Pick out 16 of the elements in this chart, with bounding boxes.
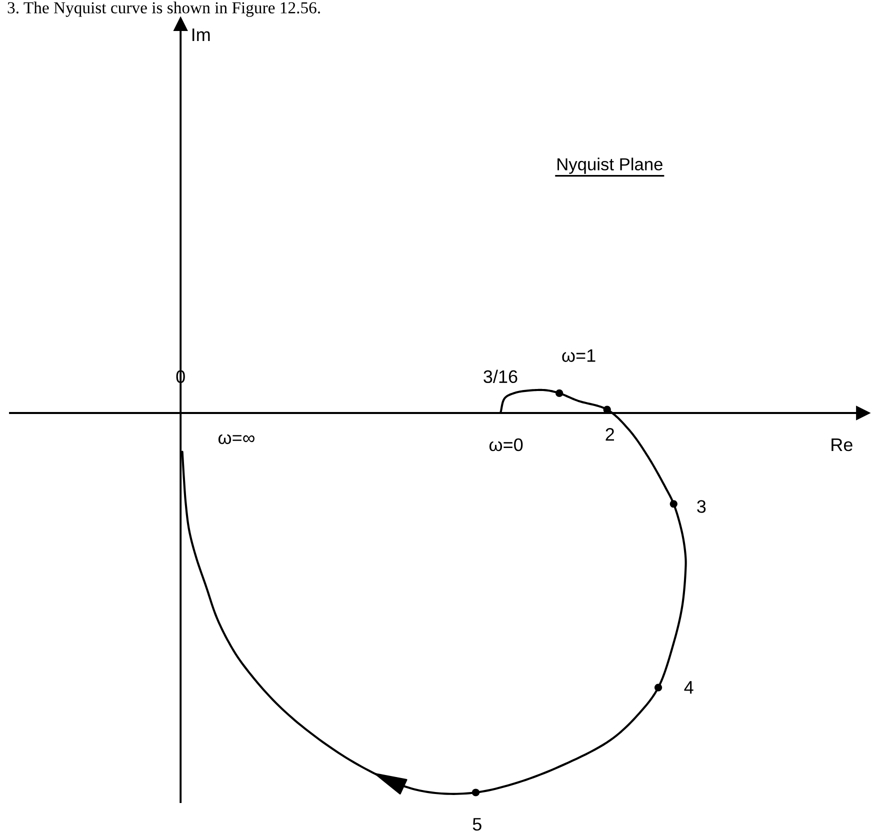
chart-title: Nyquist Plane bbox=[558, 158, 662, 174]
x-tick-label: 3/16 bbox=[484, 370, 518, 384]
annotation: 3 bbox=[697, 500, 706, 513]
point bbox=[654, 684, 662, 692]
annotation: ω=∞ bbox=[218, 434, 254, 444]
x-axis-title: Re bbox=[832, 438, 852, 452]
annotation: ω=1 bbox=[562, 349, 596, 362]
annotation: 5 bbox=[472, 818, 482, 831]
point bbox=[670, 500, 678, 508]
annotation: ω=0 bbox=[489, 438, 523, 452]
point bbox=[472, 788, 480, 796]
annotation: 2 bbox=[606, 428, 614, 441]
text: 3. The Nyquist curve is shown in Figure 12.56. bbox=[8, 2, 320, 17]
annotation: 4 bbox=[684, 681, 694, 694]
text: Im bbox=[192, 28, 210, 41]
point bbox=[556, 389, 564, 398]
